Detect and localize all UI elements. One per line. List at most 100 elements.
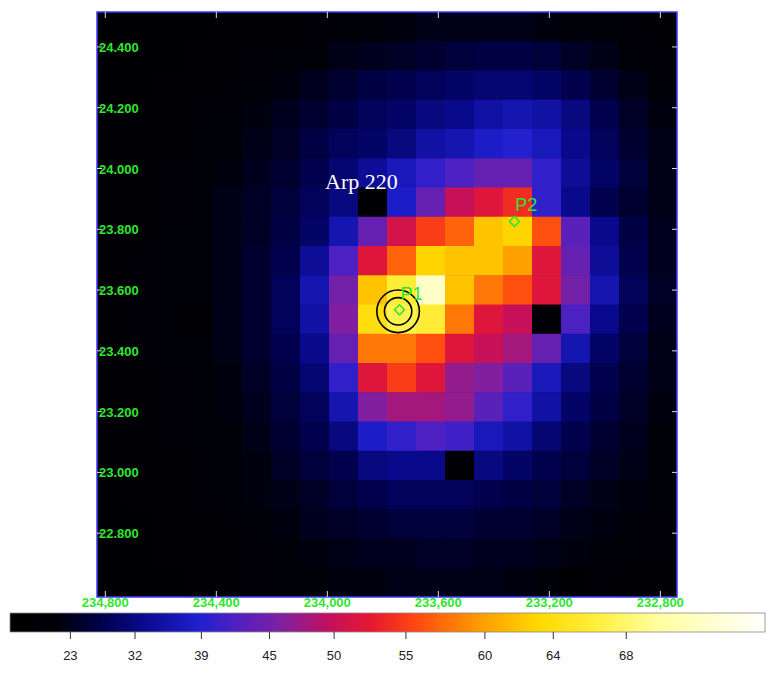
- cell: [648, 480, 677, 510]
- cell: [97, 188, 127, 218]
- cell: [619, 246, 649, 276]
- cell: [271, 334, 301, 364]
- cell: [387, 392, 417, 422]
- cell: [648, 129, 677, 159]
- cell: [155, 217, 185, 247]
- cell: [329, 480, 359, 510]
- cell: [445, 568, 475, 597]
- cell: [97, 305, 127, 335]
- cell: [213, 509, 243, 539]
- cell: [358, 509, 388, 539]
- cell: [474, 334, 504, 364]
- y-tick: [672, 411, 677, 412]
- cell: [184, 188, 214, 218]
- cell: [590, 129, 620, 159]
- y-tick-label: 23.400: [99, 344, 139, 359]
- cell: [97, 568, 127, 597]
- cell: [590, 305, 620, 335]
- cell: [155, 568, 185, 597]
- cell: [213, 129, 243, 159]
- cell: [503, 217, 533, 247]
- cell: [329, 392, 359, 422]
- y-tick-label: 24.400: [99, 40, 139, 55]
- y-tick-label: 23.000: [99, 465, 139, 480]
- cell: [358, 422, 388, 452]
- cell: [300, 568, 330, 597]
- cell: [184, 568, 214, 597]
- cell: [184, 539, 214, 569]
- cell: [619, 568, 649, 597]
- cell: [300, 100, 330, 130]
- colorbar-tick: [201, 632, 202, 639]
- cell: [387, 422, 417, 452]
- cell: [242, 71, 272, 101]
- cell: [416, 41, 446, 71]
- y-tick-label: 23.200: [99, 405, 139, 420]
- cell: [474, 100, 504, 130]
- cell: [387, 217, 417, 247]
- cell: [590, 363, 620, 393]
- cell: [445, 451, 475, 481]
- cell: [474, 451, 504, 481]
- colorbar-tick-label: 64: [546, 648, 560, 663]
- cell: [155, 100, 185, 130]
- x-tick: [327, 12, 328, 18]
- cell: [503, 129, 533, 159]
- cell: [445, 422, 475, 452]
- cell: [474, 129, 504, 159]
- cell: [619, 12, 649, 42]
- cell: [619, 509, 649, 539]
- cell: [648, 392, 677, 422]
- cell: [503, 422, 533, 452]
- cell: [155, 246, 185, 276]
- cell: [561, 509, 591, 539]
- cell: [648, 246, 677, 276]
- cell: [503, 246, 533, 276]
- annotation: Arp 220: [325, 169, 398, 194]
- cell: [155, 71, 185, 101]
- cell: [416, 305, 446, 335]
- cell: [416, 12, 446, 42]
- cell: [242, 509, 272, 539]
- cell: [503, 100, 533, 130]
- cell: [619, 188, 649, 218]
- cells: [97, 12, 677, 597]
- cell: [213, 275, 243, 305]
- x-tick-label: 233,600: [415, 595, 462, 610]
- cell: [184, 451, 214, 481]
- cell: [416, 129, 446, 159]
- cell: [648, 217, 677, 247]
- cell: [300, 246, 330, 276]
- cell: [561, 12, 591, 42]
- cell: [619, 100, 649, 130]
- cell: [590, 509, 620, 539]
- cell: [271, 41, 301, 71]
- cell: [445, 158, 475, 188]
- cell: [416, 217, 446, 247]
- cell: [155, 158, 185, 188]
- cell: [155, 188, 185, 218]
- cell: [503, 509, 533, 539]
- cell: [474, 363, 504, 393]
- cell: [329, 422, 359, 452]
- cell: [358, 334, 388, 364]
- cell: [532, 480, 562, 510]
- cell: [213, 12, 243, 42]
- cell: [97, 422, 127, 452]
- cell: [561, 363, 591, 393]
- colorbar-tick: [334, 632, 335, 639]
- cell: [648, 305, 677, 335]
- colorbar-tick: [269, 632, 270, 639]
- cell: [619, 129, 649, 159]
- cell: [300, 392, 330, 422]
- cell: [300, 480, 330, 510]
- cell: [242, 217, 272, 247]
- cell: [126, 539, 156, 569]
- cell: [242, 363, 272, 393]
- y-tick: [672, 229, 677, 230]
- cell: [97, 480, 127, 510]
- cell: [590, 334, 620, 364]
- cell: [213, 100, 243, 130]
- cell: [619, 217, 649, 247]
- cell: [184, 129, 214, 159]
